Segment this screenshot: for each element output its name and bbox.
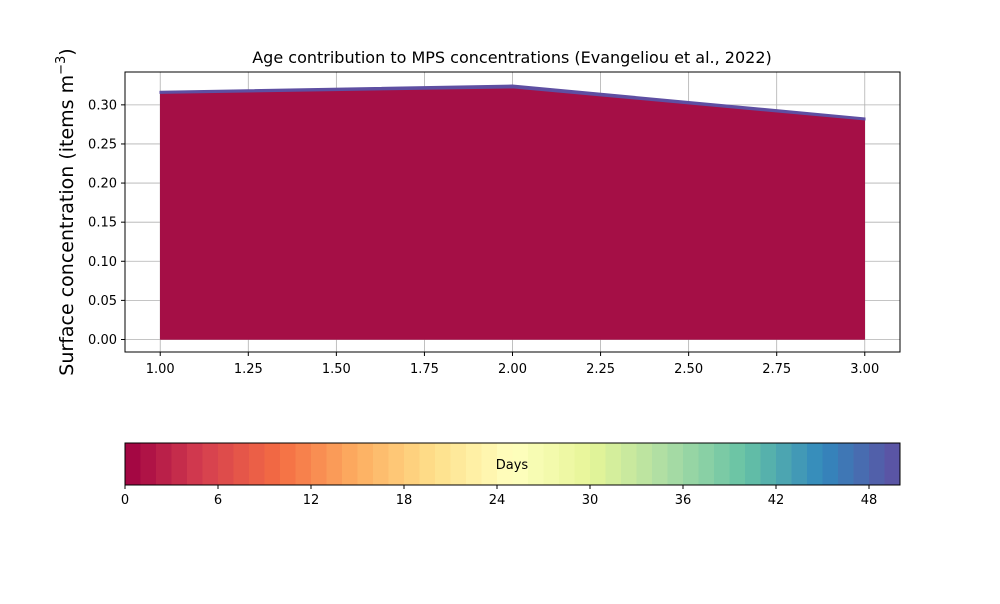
x-tick-label: 3.00 — [850, 362, 879, 377]
y-tick-label: 0.30 — [88, 98, 117, 113]
colorbar-segment — [667, 443, 684, 485]
y-axis: 0.00 0.05 0.10 0.15 0.20 0.25 0.30 — [88, 98, 125, 348]
colorbar-segment — [171, 443, 188, 485]
colorbar-segment — [218, 443, 234, 485]
colorbar-segment — [760, 443, 777, 485]
colorbar-segment — [807, 443, 823, 485]
y-tick-label: 0.10 — [88, 255, 117, 270]
x-tick-label: 1.50 — [322, 362, 351, 377]
x-tick-label: 2.00 — [498, 362, 527, 377]
y-tick-label: 0.05 — [88, 294, 117, 309]
colorbar-segment — [466, 443, 482, 485]
colorbar-segment — [528, 443, 544, 485]
colorbar-segment — [280, 443, 296, 485]
y-tick-label: 0.15 — [88, 216, 117, 231]
colorbar-segment — [419, 443, 436, 485]
colorbar-segment — [729, 443, 746, 485]
colorbar-segment — [187, 443, 203, 485]
y-tick-label: 0.25 — [88, 137, 117, 152]
colorbar-tick-label: 18 — [396, 493, 413, 508]
colorbar-tick-label: 30 — [582, 493, 599, 508]
colorbar-segment — [574, 443, 591, 485]
colorbar-tick-label: 6 — [214, 493, 222, 508]
area-series-0 — [159, 87, 866, 340]
colorbar-tick-label: 48 — [861, 493, 878, 508]
colorbar-segment — [357, 443, 374, 485]
colorbar-segment — [388, 443, 405, 485]
colorbar-frame — [124, 442, 901, 486]
colorbar-segment — [450, 443, 467, 485]
colorbar-segment — [698, 443, 715, 485]
colorbar-segment — [295, 443, 312, 485]
x-tick-label: 1.00 — [146, 362, 175, 377]
colorbar-segment — [481, 443, 498, 485]
colorbar-segment — [791, 443, 808, 485]
colorbar-segment — [559, 443, 575, 485]
colorbar-segment — [404, 443, 420, 485]
colorbar — [125, 443, 901, 485]
colorbar-segment — [838, 443, 854, 485]
colorbar-axis: 0 6 12 18 24 30 36 42 48 — [121, 485, 877, 508]
colorbar-segment — [745, 443, 761, 485]
colorbar-segment — [435, 443, 451, 485]
colorbar-segment — [884, 443, 901, 485]
colorbar-segment — [822, 443, 839, 485]
colorbar-segment — [125, 443, 141, 485]
colorbar-label: Days — [496, 458, 529, 473]
colorbar-segment — [683, 443, 699, 485]
colorbar-segment — [497, 443, 513, 485]
colorbar-segment — [590, 443, 606, 485]
colorbar-tick-label: 12 — [303, 493, 320, 508]
y-axis-label: Surface concentration (items m−3) — [54, 48, 78, 375]
colorbar-segment — [202, 443, 219, 485]
colorbar-segment — [373, 443, 389, 485]
colorbar-segment — [605, 443, 622, 485]
colorbar-segment — [853, 443, 870, 485]
colorbar-segment — [249, 443, 265, 485]
colorbar-segment — [621, 443, 637, 485]
colorbar-segment — [652, 443, 668, 485]
colorbar-segment — [233, 443, 250, 485]
area-series-1 — [159, 84, 866, 121]
colorbar-segment — [326, 443, 343, 485]
colorbar-segment — [342, 443, 358, 485]
colorbar-segment — [714, 443, 730, 485]
x-tick-label: 1.75 — [410, 362, 439, 377]
colorbar-segment — [776, 443, 792, 485]
colorbar-segment — [543, 443, 560, 485]
colorbar-tick-label: 36 — [675, 493, 692, 508]
y-tick-label: 0.00 — [88, 333, 117, 348]
x-axis: 1.00 1.25 1.50 1.75 2.00 2.25 2.50 2.75 3.00 — [146, 352, 879, 377]
colorbar-tick-label: 24 — [489, 493, 506, 508]
x-tick-label: 2.50 — [674, 362, 703, 377]
x-tick-label: 2.75 — [762, 362, 791, 377]
area-series — [159, 84, 866, 340]
colorbar-segment — [140, 443, 157, 485]
x-tick-label: 1.25 — [234, 362, 263, 377]
x-tick-label: 2.25 — [586, 362, 615, 377]
y-tick-label: 0.20 — [88, 177, 117, 192]
chart-title: Age contribution to MPS concentrations (… — [252, 48, 772, 67]
colorbar-segment — [264, 443, 281, 485]
colorbar-tick-label: 0 — [121, 493, 129, 508]
colorbar-segment — [156, 443, 172, 485]
colorbar-segment — [512, 443, 529, 485]
colorbar-segment — [869, 443, 885, 485]
colorbar-tick-label: 42 — [768, 493, 785, 508]
colorbar-segment — [636, 443, 653, 485]
colorbar-segment — [311, 443, 327, 485]
